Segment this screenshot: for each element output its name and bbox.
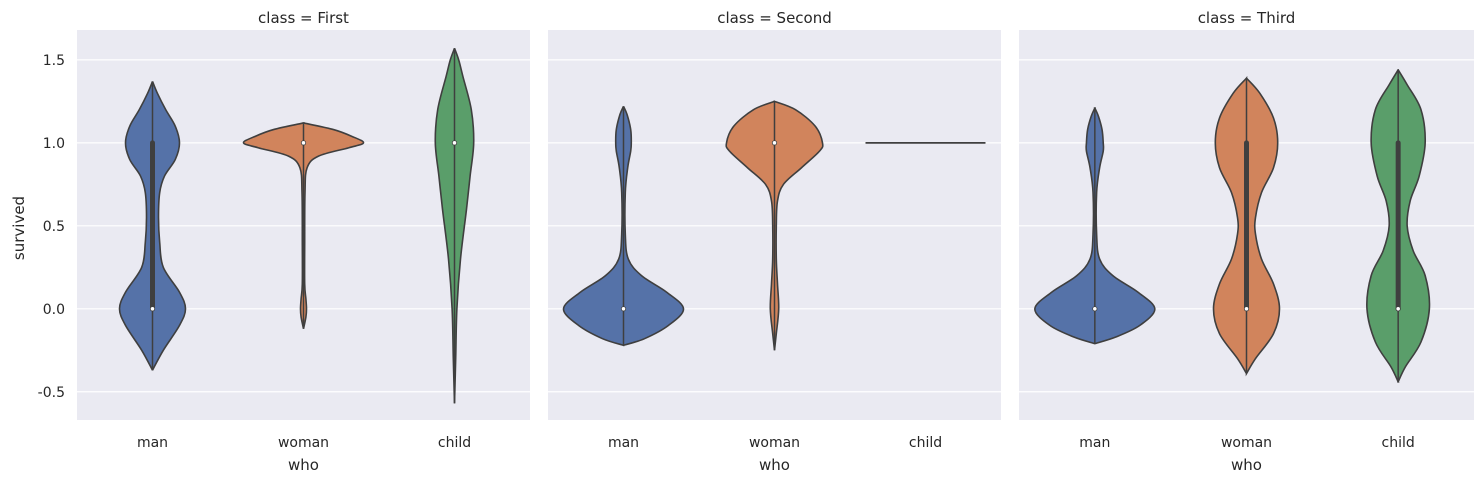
y-axis-label: survived [10,196,28,260]
x-tick-label: man [1079,435,1110,451]
violin-median-dot [149,306,156,312]
violin-median-dot [451,140,458,146]
facet-panel: class = Second who man woman child [548,9,1001,474]
y-tick-label: -0.5 [38,385,65,401]
x-tick-label: child [1382,435,1415,451]
violin-median-dot [1395,306,1401,312]
facet-panel: class = First who man woman child -0.5 0.0 0.5 1… [38,9,530,474]
y-tick-label: 0.5 [43,219,65,235]
y-tick-label: 0.0 [43,302,65,318]
x-tick-label: woman [1221,435,1272,451]
violin-median-dot [300,140,307,146]
facet-panel: class = Third who man woman child [1019,9,1474,474]
x-axis-label: who [1231,456,1262,474]
x-axis-label: who [759,456,790,474]
x-tick-label: woman [278,435,329,451]
violin-median-dot [1243,306,1250,312]
x-tick-label: man [608,435,639,451]
violin-median-dot [771,140,778,146]
panel-title: class = Third [1198,9,1296,27]
violin-median-dot [1092,306,1098,312]
x-tick-label: woman [749,435,800,451]
y-tick-label: 1.5 [43,53,65,69]
panel-title: class = Second [717,9,832,27]
y-tick-label: 1.0 [43,136,65,152]
x-axis-label: who [288,456,319,474]
panel-title: class = First [258,9,349,27]
x-tick-label: man [137,435,168,451]
violin-median-dot [620,306,627,312]
x-tick-label: child [438,435,471,451]
x-tick-label: child [909,435,942,451]
